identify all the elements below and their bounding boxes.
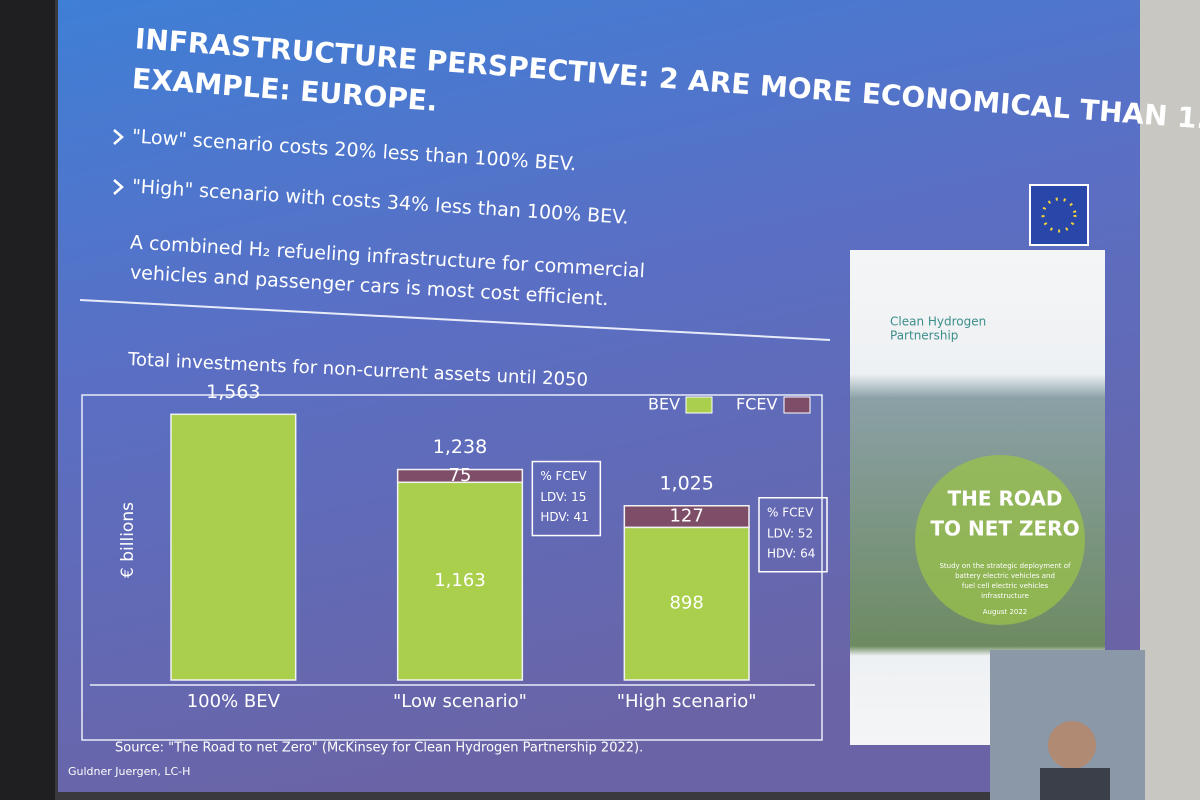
bar-segment (623, 505, 750, 529)
value-label: 898 (669, 593, 703, 614)
callout-box (531, 460, 602, 537)
bullet-marker (113, 179, 124, 195)
source: Source: "The Road to net Zero" (McKinsey… (115, 741, 643, 756)
bar-segment (623, 526, 750, 681)
bar-segment (396, 468, 524, 484)
bar-segment (396, 481, 524, 681)
eu-stars (1041, 197, 1077, 233)
cover-title: THE ROAD (948, 487, 1063, 511)
total-label: 1,563 (206, 381, 260, 403)
legend-label: BEV (648, 395, 680, 414)
callout-title: % FCEV (767, 505, 814, 519)
value-label: 75 (449, 465, 472, 486)
callout-line: LDV: 52 (767, 526, 813, 540)
legend-swatch (685, 396, 713, 414)
callout-title: % FCEV (540, 469, 587, 483)
cover-subtitle: battery electric vehicles and (955, 572, 1055, 580)
cover-circle (915, 455, 1085, 625)
legend-label: FCEV (736, 395, 777, 414)
divider (79, 299, 831, 341)
bar-segment (170, 413, 297, 681)
x-tick-label: "Low scenario" (393, 691, 527, 712)
x-tick-label: "High scenario" (617, 691, 757, 712)
callout-line: LDV: 15 (540, 490, 586, 504)
total-label: 1,025 (659, 472, 713, 494)
pillar (0, 0, 55, 800)
speaker-jacket (1040, 768, 1110, 800)
cover-brand: Partnership (890, 329, 958, 343)
chart-frame (81, 394, 823, 741)
bullet-marker (113, 129, 124, 145)
value-label: 127 (669, 506, 703, 527)
cover-subtitle: infrastructure (981, 592, 1029, 600)
cover-subtitle: Study on the strategic deployment of (939, 562, 1071, 570)
cover-brand: Clean Hydrogen (890, 315, 986, 329)
cover-title: TO NET ZERO (930, 517, 1079, 541)
legend-swatch (783, 396, 811, 414)
speaker (1048, 721, 1096, 769)
callout-box (758, 497, 828, 573)
cover-subtitle: fuel cell electric vehicles (962, 582, 1049, 590)
x-tick-label: 100% BEV (187, 691, 281, 712)
cover-date: August 2022 (983, 608, 1028, 616)
total-label: 1,238 (433, 436, 487, 458)
callout-line: HDV: 41 (540, 510, 588, 524)
eu-flag (1029, 184, 1089, 246)
value-label: 1,163 (434, 570, 486, 591)
presenter: Guldner Juergen, LC-H (68, 765, 190, 778)
y-axis-label: € billions (118, 502, 138, 578)
callout-line: HDV: 64 (767, 546, 815, 560)
